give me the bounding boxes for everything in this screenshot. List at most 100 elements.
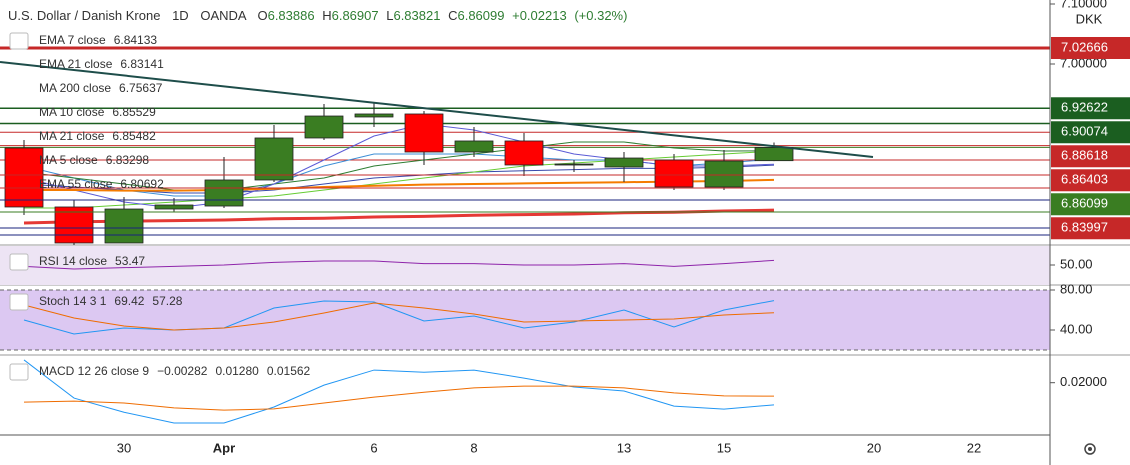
gear-center[interactable] <box>1088 447 1092 451</box>
header: U.S. Dollar / Danish Krone 1D OANDA O6.8… <box>8 8 627 23</box>
candle-body <box>754 147 794 162</box>
candle-body <box>4 147 44 208</box>
indicator-line <box>23 385 775 411</box>
price-badge <box>1051 169 1130 192</box>
ohlc-key: H <box>322 8 331 23</box>
legend-name: EMA 7 close <box>39 33 106 47</box>
x-tick-label: 22 <box>967 440 981 455</box>
candle-body <box>454 140 494 153</box>
legend-name: EMA 21 close <box>39 57 113 71</box>
price-badge-label: 6.92622 <box>1061 100 1108 115</box>
candle-body <box>204 179 244 207</box>
ohlc-key: C <box>448 8 457 23</box>
candle-body <box>254 137 294 181</box>
currency: DKK <box>1076 11 1103 26</box>
trendline <box>0 61 874 158</box>
band-fill <box>0 290 1050 350</box>
price-badge-label: 7.02666 <box>1061 39 1108 54</box>
indicator-line <box>23 302 775 331</box>
indicator-line <box>23 359 775 424</box>
indicator-line <box>23 141 775 191</box>
price-badge <box>1051 37 1130 60</box>
source: OANDA <box>200 8 247 23</box>
candle-body <box>354 113 394 118</box>
x-tick-label: 15 <box>717 440 731 455</box>
x-tick-label: 13 <box>617 440 631 455</box>
price-badge-label: 6.83997 <box>1061 220 1108 235</box>
candle-body <box>504 140 544 166</box>
symbol: U.S. Dollar / Danish Krone <box>8 8 160 23</box>
legend-name: MA 200 close <box>39 81 111 95</box>
legend-value: 6.75637 <box>119 81 163 95</box>
y-tick-label: 0.02000 <box>1060 374 1107 389</box>
plot-area <box>0 46 1050 424</box>
indicator-line <box>23 123 775 209</box>
legend-value: 0.01562 <box>267 364 311 378</box>
ohlc-value: 6.83886 <box>268 8 315 23</box>
legend-value: 6.85529 <box>112 105 156 119</box>
gear[interactable] <box>1084 443 1096 455</box>
legend-value: 6.83141 <box>120 57 164 71</box>
indicator-pane <box>23 359 775 424</box>
change: +0.02213 <box>512 8 567 23</box>
legend-name: MA 21 close <box>39 129 105 143</box>
legend-value: 69.42 <box>114 294 144 308</box>
x-tick-label: Apr <box>213 440 235 455</box>
candle-body <box>104 208 144 244</box>
legend-value: 6.80692 <box>120 177 164 191</box>
collapse-button[interactable] <box>9 363 29 381</box>
collapse-button[interactable] <box>9 293 29 311</box>
x-tick-label: 30 <box>117 440 131 455</box>
ohlc-value: 6.86099 <box>457 8 504 23</box>
y-tick-label: 40.00 <box>1060 321 1093 336</box>
candle-body <box>654 159 694 188</box>
ohlc-key: O <box>257 8 267 23</box>
indicator-line <box>24 178 775 192</box>
collapse-button[interactable] <box>9 32 29 50</box>
y-tick-label: 50.00 <box>1060 256 1093 271</box>
legend-name: RSI 14 close <box>39 254 107 268</box>
y-tick-label: 7.10000 <box>1060 0 1107 10</box>
candle-body <box>54 206 94 244</box>
ohlc-value: 6.86907 <box>332 8 379 23</box>
price-badge-label: 6.86099 <box>1061 196 1108 211</box>
price-badge <box>1051 97 1130 120</box>
legend-value: 0.01280 <box>215 364 259 378</box>
indicator-line <box>23 300 775 335</box>
legend-name: EMA 55 close <box>39 177 113 191</box>
legend-value: 6.84133 <box>114 33 158 47</box>
candle-body <box>154 204 194 210</box>
candle-body <box>554 163 594 166</box>
candle-body <box>604 157 644 168</box>
candle-body <box>404 113 444 153</box>
legend-name: MACD 12 26 close 9 <box>39 364 149 378</box>
legend-value: 6.85482 <box>112 129 156 143</box>
ohlc-key: L <box>386 8 393 23</box>
change-pct: (+0.32%) <box>574 8 627 23</box>
x-tick-label: 6 <box>370 440 377 455</box>
legend-value: −0.00282 <box>157 364 208 378</box>
price-badge-label: 6.90074 <box>1061 124 1108 139</box>
x-tick-label: 8 <box>470 440 477 455</box>
price-badge <box>1051 217 1130 240</box>
x-tick-label: 20 <box>867 440 881 455</box>
legend-name: MA 10 close <box>39 105 105 119</box>
legend-name: Stoch 14 3 1 <box>39 294 107 308</box>
indicator-pane <box>23 259 775 270</box>
indicator-line <box>24 150 775 209</box>
legend-value: 57.28 <box>152 294 182 308</box>
indicator-pane <box>23 300 775 335</box>
settings-button[interactable] <box>1084 443 1096 455</box>
collapse-button[interactable] <box>9 253 29 271</box>
legend-value: 53.47 <box>115 254 145 268</box>
candle-body <box>304 115 344 139</box>
y-tick-label: 7.00000 <box>1060 55 1107 70</box>
price-badge <box>1051 145 1130 168</box>
legend-name: MA 5 close <box>39 153 98 167</box>
indicator-line <box>23 259 775 270</box>
legend-value: 6.83298 <box>106 153 150 167</box>
price-badge-label: 6.86403 <box>1061 172 1108 187</box>
price-badge <box>1051 121 1130 144</box>
